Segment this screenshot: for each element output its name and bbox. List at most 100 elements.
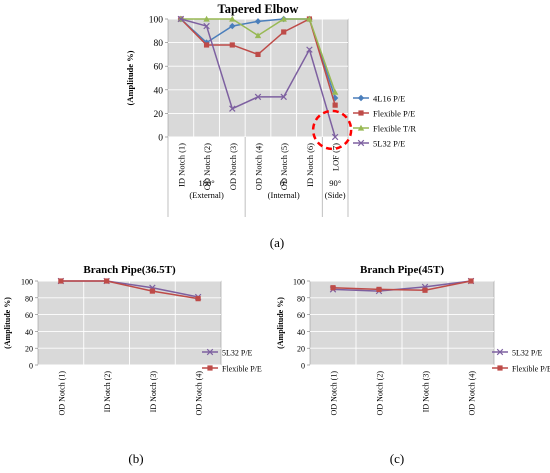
x-tick-label: ID Notch (3) xyxy=(149,371,158,413)
legend-label: Flexible P/E xyxy=(222,364,262,373)
legend-label: 5L32 P/E xyxy=(373,138,405,148)
x-tick-label: OD Notch (1) xyxy=(57,371,66,416)
x-tick-label: ID Notch (3) xyxy=(422,371,431,413)
chart-caption: (c) xyxy=(390,451,404,466)
data-point xyxy=(281,29,287,35)
data-point xyxy=(331,133,339,141)
x-tick-label: OD Notch (4) xyxy=(254,143,264,190)
legend-marker xyxy=(496,348,504,356)
y-tick-label: 20 xyxy=(25,345,33,354)
y-axis-label: (Amplitude %) xyxy=(276,297,285,349)
group-label: 180° xyxy=(198,178,214,188)
x-tick-label: OD Notch (1) xyxy=(330,371,339,416)
legend-marker xyxy=(357,139,365,147)
x-tick-label: OD Notch (3) xyxy=(228,143,238,190)
y-tick-label: 60 xyxy=(25,311,33,320)
data-point xyxy=(468,278,474,284)
chart-title: Branch Pipe(36.5T) xyxy=(83,264,176,276)
y-tick-label: 20 xyxy=(297,345,305,354)
x-tick-label: ID Notch (2) xyxy=(103,371,112,413)
chart-a: Tapered Elbow 0 20 40 60 80 100 (Amplitude %) ID… xyxy=(125,2,416,250)
y-tick-label: 100 xyxy=(21,278,33,287)
data-point xyxy=(229,15,236,22)
group-label: 90° xyxy=(329,178,341,188)
x-tick-label: ID Notch (1) xyxy=(176,143,186,187)
group-sublabel: (Internal) xyxy=(268,190,300,200)
legend-label: Flexible T/R xyxy=(373,123,416,133)
data-point xyxy=(104,278,110,284)
y-tick-label: 80 xyxy=(25,294,33,303)
data-point xyxy=(306,15,313,22)
y-tick-label: 20 xyxy=(154,110,164,120)
legend-label: 5L32 P/E xyxy=(222,348,253,357)
x-tick-label: OD Notch (2) xyxy=(376,371,385,416)
group-sublabel: (External) xyxy=(189,190,224,200)
data-point xyxy=(376,286,382,292)
data-point xyxy=(229,22,236,30)
legend-label: Flexible P/E xyxy=(373,108,415,118)
legend-marker xyxy=(357,124,365,131)
highlight-circle xyxy=(311,109,353,151)
y-tick-label: 60 xyxy=(297,311,305,320)
y-tick-label: 100 xyxy=(149,16,164,26)
y-tick-label: 40 xyxy=(25,328,33,337)
data-point xyxy=(255,51,261,57)
y-tick-label: 100 xyxy=(293,278,305,287)
legend-marker xyxy=(357,94,365,102)
series-line xyxy=(332,280,472,291)
chart-title: Branch Pipe(45T) xyxy=(360,264,444,276)
x-tick-label: OD Notch (5) xyxy=(279,143,289,190)
data-point xyxy=(330,285,336,291)
x-tick-label: OD Notch (4) xyxy=(195,371,204,416)
group-label: 0° xyxy=(280,178,288,188)
legend-marker xyxy=(206,348,214,356)
group-sublabel: (Side) xyxy=(325,190,346,200)
data-point xyxy=(177,15,185,23)
legend-marker xyxy=(497,365,503,371)
data-point xyxy=(203,22,210,30)
chart-caption: (a) xyxy=(270,235,284,250)
legend-label: 4L16 P/E xyxy=(373,93,405,103)
data-point xyxy=(280,93,287,101)
data-point xyxy=(254,18,262,25)
data-point xyxy=(254,32,262,39)
legend-label: Flexible P/E xyxy=(512,364,550,373)
data-point xyxy=(306,46,313,53)
legend-label: 5L32 P/E xyxy=(512,348,543,357)
data-point xyxy=(203,42,210,48)
data-point xyxy=(149,288,155,294)
chart-title: Tapered Elbow xyxy=(218,2,299,16)
data-point xyxy=(203,15,210,22)
y-tick-label: 0 xyxy=(158,134,163,144)
chart-c: Branch Pipe(45T) 0 20 40 60 80 100 (Amplitude %… xyxy=(276,264,550,466)
data-point xyxy=(229,105,236,112)
x-tick-label: OD Notch (2) xyxy=(202,143,212,190)
y-tick-label: 40 xyxy=(297,328,305,337)
chart-caption: (b) xyxy=(128,451,143,466)
data-point xyxy=(229,42,235,48)
data-point xyxy=(422,287,428,293)
y-tick-label: 60 xyxy=(154,63,164,73)
y-axis-label: (Amplitude %) xyxy=(3,297,12,349)
x-tick-label: OD Notch (4) xyxy=(468,371,477,416)
legend-marker xyxy=(358,110,364,116)
y-tick-label: 80 xyxy=(297,294,305,303)
x-tick-label: LOF (7) xyxy=(331,143,341,171)
series-line xyxy=(332,280,472,292)
series-line xyxy=(60,280,199,300)
data-point xyxy=(332,102,338,108)
data-point xyxy=(280,15,287,22)
data-point xyxy=(254,93,262,101)
y-tick-label: 80 xyxy=(154,39,164,49)
y-axis-label: (Amplitude %) xyxy=(125,50,135,105)
data-point xyxy=(195,296,201,302)
data-point xyxy=(331,88,339,95)
legend-marker xyxy=(207,365,213,371)
y-tick-label: 0 xyxy=(29,362,33,371)
data-point xyxy=(58,278,64,284)
x-tick-label: ID Notch (6) xyxy=(305,143,315,187)
y-tick-label: 40 xyxy=(154,86,164,96)
y-tick-label: 0 xyxy=(301,362,305,371)
chart-b: Branch Pipe(36.5T) 0 20 40 60 80 100 (Amplitude… xyxy=(3,264,262,466)
